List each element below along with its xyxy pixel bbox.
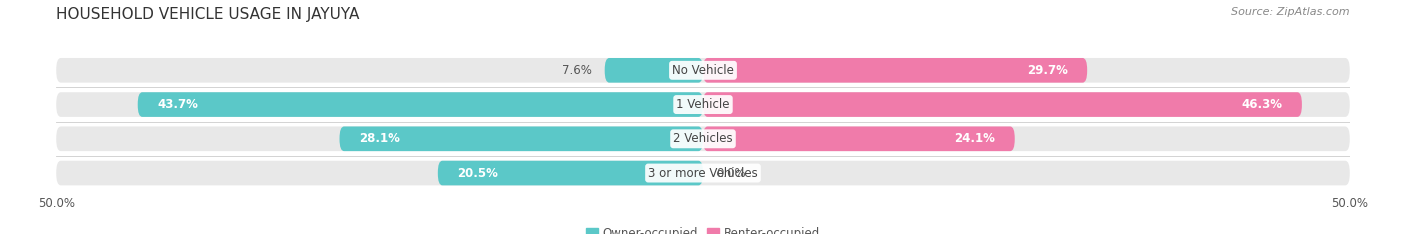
FancyBboxPatch shape [56,161,1350,185]
Text: 20.5%: 20.5% [457,167,498,179]
Text: 43.7%: 43.7% [157,98,198,111]
FancyBboxPatch shape [56,92,1350,117]
FancyBboxPatch shape [339,126,703,151]
Legend: Owner-occupied, Renter-occupied: Owner-occupied, Renter-occupied [581,223,825,234]
Text: 1 Vehicle: 1 Vehicle [676,98,730,111]
Text: 46.3%: 46.3% [1241,98,1282,111]
FancyBboxPatch shape [703,126,1015,151]
FancyBboxPatch shape [703,92,1302,117]
Text: 3 or more Vehicles: 3 or more Vehicles [648,167,758,179]
Text: 2 Vehicles: 2 Vehicles [673,132,733,145]
Text: 7.6%: 7.6% [562,64,592,77]
Text: 28.1%: 28.1% [359,132,399,145]
FancyBboxPatch shape [138,92,703,117]
FancyBboxPatch shape [437,161,703,185]
Text: 24.1%: 24.1% [955,132,995,145]
FancyBboxPatch shape [56,58,1350,83]
FancyBboxPatch shape [605,58,703,83]
Text: 29.7%: 29.7% [1026,64,1067,77]
Text: 0.0%: 0.0% [716,167,745,179]
Text: No Vehicle: No Vehicle [672,64,734,77]
FancyBboxPatch shape [56,126,1350,151]
FancyBboxPatch shape [703,58,1087,83]
Text: Source: ZipAtlas.com: Source: ZipAtlas.com [1232,7,1350,17]
Text: HOUSEHOLD VEHICLE USAGE IN JAYUYA: HOUSEHOLD VEHICLE USAGE IN JAYUYA [56,7,360,22]
